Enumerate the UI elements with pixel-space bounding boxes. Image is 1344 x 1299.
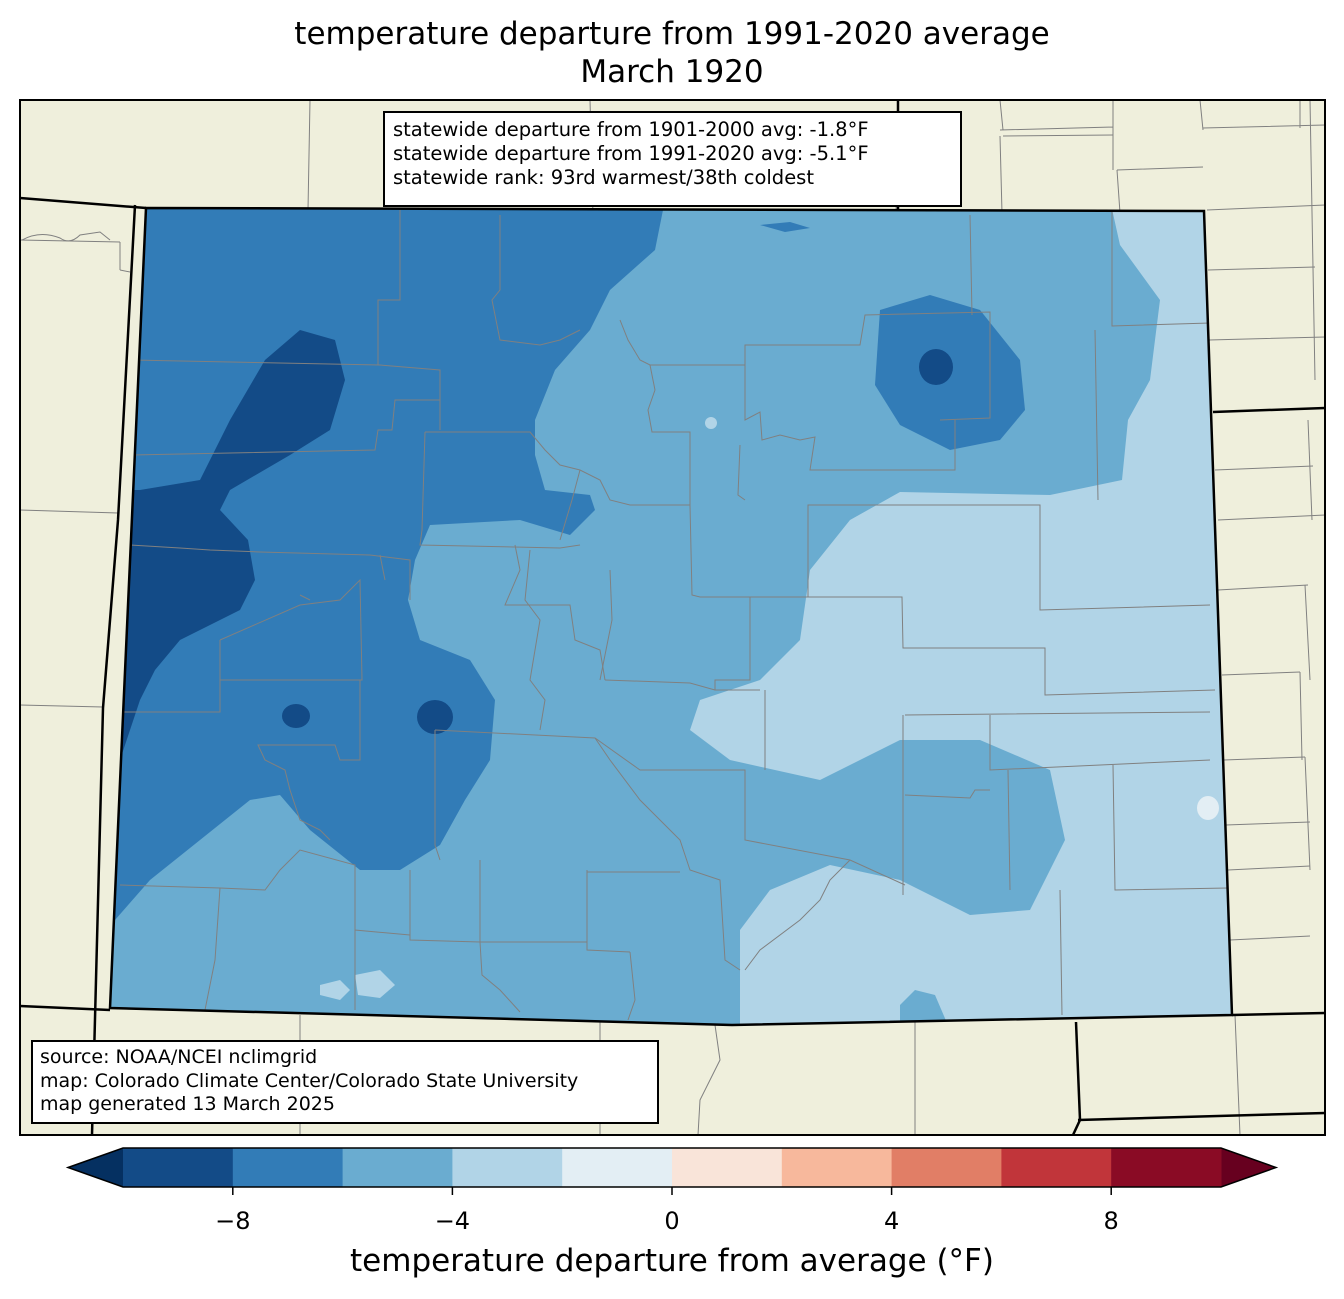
map-title-line1: temperature departure from 1991-2020 ave… [294,16,1050,52]
colorbar-tick-label: 8 [1103,1207,1119,1235]
credits-generated: map generated 13 March 2025 [40,1093,335,1115]
colorbar-bin [1001,1148,1112,1187]
colorbar-bin [123,1148,234,1187]
neighbor-county-lines [20,100,1325,1135]
colorbar-tick-label: 4 [883,1207,900,1235]
colorbar-bin [342,1148,453,1187]
colorbar-bin [781,1148,893,1187]
county-lines [119,210,1231,1021]
colorbar-tick-label: −8 [215,1207,251,1235]
credits-source: source: NOAA/NCEI nclimgrid [40,1046,318,1068]
stats-rank: statewide rank: 93rd warmest/38th coldes… [393,166,814,189]
colorbar-tick-label: 0 [664,1207,680,1235]
colorbar-bin [232,1148,344,1187]
colorbar-outline [65,1147,1279,1188]
colorbar-over-arrow [1221,1148,1276,1187]
colorbar-bin [562,1148,673,1187]
map-title-line2: March 1920 [580,54,764,90]
stats-departure-1991-2020: statewide departure from 1991-2020 avg: … [393,142,869,165]
credits-box: source: NOAA/NCEI nclimgrid map: Colorad… [31,1040,659,1124]
colorbar-tick-label: −4 [434,1207,471,1235]
colorado-border [108,206,1234,1027]
credits-map: map: Colorado Climate Center/Colorado St… [40,1069,579,1092]
map-frame [19,99,1326,1136]
statewide-stats-box: statewide departure from 1901-2000 avg: … [383,111,962,207]
colorbar-under-arrow [68,1148,123,1187]
stats-departure-1901-2000: statewide departure from 1901-2000 avg: … [393,118,869,141]
colorbar-bin [452,1148,563,1187]
colorbar-bin [891,1148,1002,1187]
colorbar-bin [672,1148,783,1187]
colorbar [65,1147,1279,1195]
colorbar-label: temperature departure from average (°F) [350,1243,994,1279]
colorbar-bin [1111,1148,1222,1187]
